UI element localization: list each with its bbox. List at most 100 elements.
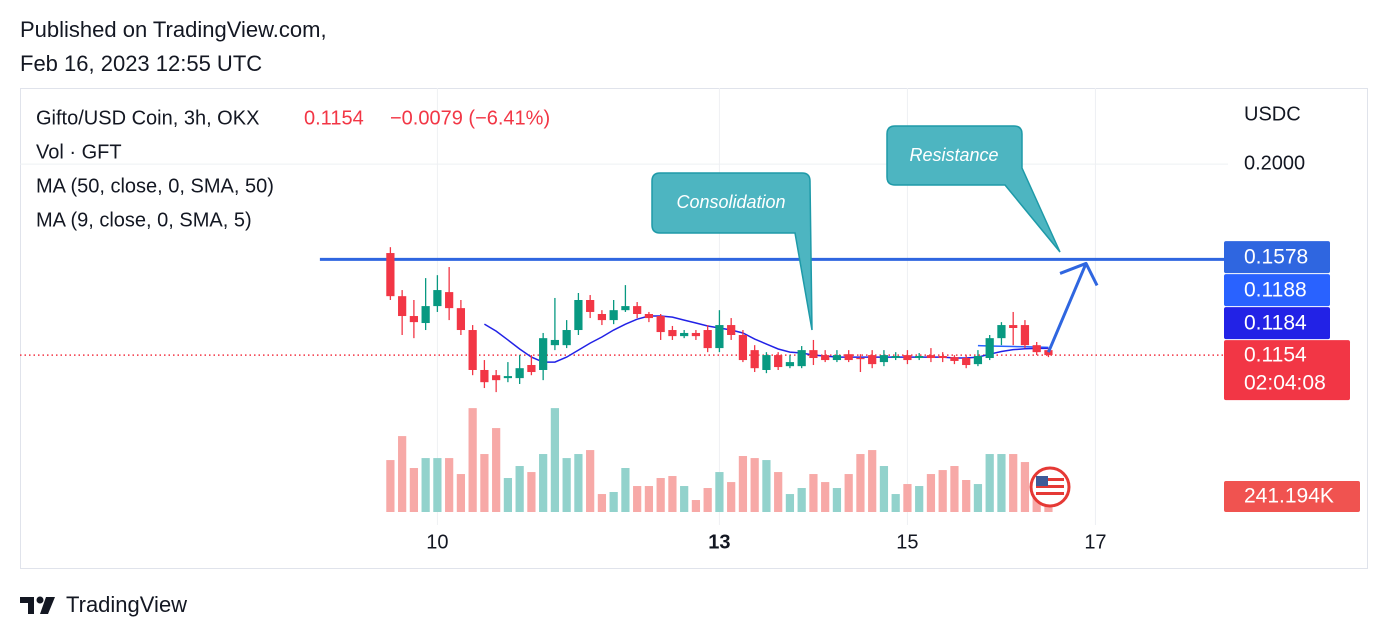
volume-bar <box>762 460 771 512</box>
volume-bar <box>609 491 618 512</box>
candle-body <box>668 330 677 337</box>
volume-bar <box>703 488 712 512</box>
volume-bar <box>691 500 701 512</box>
candle-body <box>550 339 560 346</box>
ma-tag <box>1224 307 1330 340</box>
volume-bar <box>456 474 466 512</box>
candle-body <box>656 316 665 333</box>
volume-bar <box>480 454 489 512</box>
volume-bar <box>809 474 818 512</box>
ma-tag-label: 0.1188 <box>1244 279 1307 302</box>
volume-bar <box>774 472 783 512</box>
volume-bar <box>1009 454 1018 512</box>
volume-bar <box>656 478 665 512</box>
volume-bar <box>950 466 959 512</box>
volume-bar <box>938 470 947 512</box>
candle-body <box>856 358 865 360</box>
candle-body <box>386 253 395 297</box>
candle-body <box>539 338 548 370</box>
volume-bar <box>997 454 1006 512</box>
price-change: −0.0079 (−6.41%) <box>390 107 550 129</box>
candle-body <box>468 330 477 370</box>
countdown-label: 02:04:08 <box>1244 372 1326 395</box>
volume-bar <box>821 482 830 512</box>
publish-date: Feb 16, 2023 12:55 UTC <box>20 51 262 76</box>
volume-bar <box>398 436 407 512</box>
callout-text: Consolidation <box>676 192 785 212</box>
candle-body <box>938 355 947 359</box>
candle-body <box>445 292 454 309</box>
candle-body <box>879 355 889 363</box>
chart-frame <box>20 88 1368 569</box>
candle-body <box>586 300 595 312</box>
brand-name: TradingView <box>66 592 187 617</box>
volume-bar <box>785 494 795 512</box>
volume-bar <box>856 454 865 512</box>
candle-body <box>398 296 407 317</box>
candle-body <box>527 365 536 373</box>
candle-body <box>597 313 607 321</box>
candle-body <box>750 350 759 369</box>
consolidation-callout: Consolidation <box>651 172 813 331</box>
candle-body <box>738 334 748 361</box>
candle-body <box>562 330 571 346</box>
candle-body <box>633 306 642 314</box>
x-tick-label: 17 <box>1084 531 1106 553</box>
volume-bar <box>503 478 513 512</box>
volume-bar <box>727 482 736 512</box>
volume-bar <box>386 460 395 512</box>
candle-body <box>915 355 924 359</box>
candle-body <box>903 355 912 361</box>
candle-body <box>480 369 489 383</box>
candle-body <box>832 355 842 361</box>
volume-bar <box>738 456 748 512</box>
volume-bar <box>903 484 912 512</box>
callout-box <box>651 172 813 331</box>
volume-bar <box>550 408 560 512</box>
volume-bar <box>644 486 654 512</box>
flag-icon <box>1029 466 1071 508</box>
brand-logo <box>20 596 55 614</box>
volume-bar <box>468 408 477 512</box>
candle-body <box>456 308 466 331</box>
ma-legend: MA (50, close, 0, SMA, 50) <box>36 175 274 197</box>
volume-bar <box>844 474 853 512</box>
volume-bar <box>962 480 971 512</box>
volume-legend: Vol · GFT <box>36 141 122 163</box>
volume-tag-label: 241.194K <box>1244 485 1334 508</box>
x-tick-label: 13 <box>708 531 730 553</box>
candle-body <box>1032 345 1041 353</box>
candle-body <box>926 355 936 359</box>
volume-bar <box>797 488 806 512</box>
volume-tag <box>1224 481 1360 513</box>
candle-body <box>868 355 877 365</box>
volume-bar <box>597 494 607 512</box>
volume-bar <box>539 454 548 512</box>
volume-bar <box>915 486 924 512</box>
volume-bar <box>409 468 419 512</box>
candle-body <box>997 325 1006 339</box>
volume-bar <box>433 458 442 512</box>
ma-tag-label: 0.1184 <box>1244 312 1307 335</box>
currency-label: USDC <box>1244 103 1301 125</box>
volume-bar <box>562 458 571 512</box>
resistance-tag <box>1224 241 1330 274</box>
volume-bar <box>973 484 983 512</box>
candle-body <box>985 338 994 359</box>
volume-bar <box>879 466 889 512</box>
candle-body <box>844 354 853 361</box>
candle-body <box>409 316 419 323</box>
candle-body <box>503 376 513 379</box>
candle-body <box>492 375 501 381</box>
volume-bar <box>985 454 994 512</box>
volume-bar <box>868 450 877 512</box>
candle-body <box>680 332 689 337</box>
candle-body <box>574 300 583 331</box>
callout-text: Resistance <box>909 145 998 165</box>
candle-body <box>644 313 654 319</box>
y-tick-label: 0.2000 <box>1244 152 1305 174</box>
ma-legend: MA (9, close, 0, SMA, 5) <box>36 209 252 231</box>
candle-body <box>809 350 818 359</box>
volume-bar <box>633 486 642 512</box>
